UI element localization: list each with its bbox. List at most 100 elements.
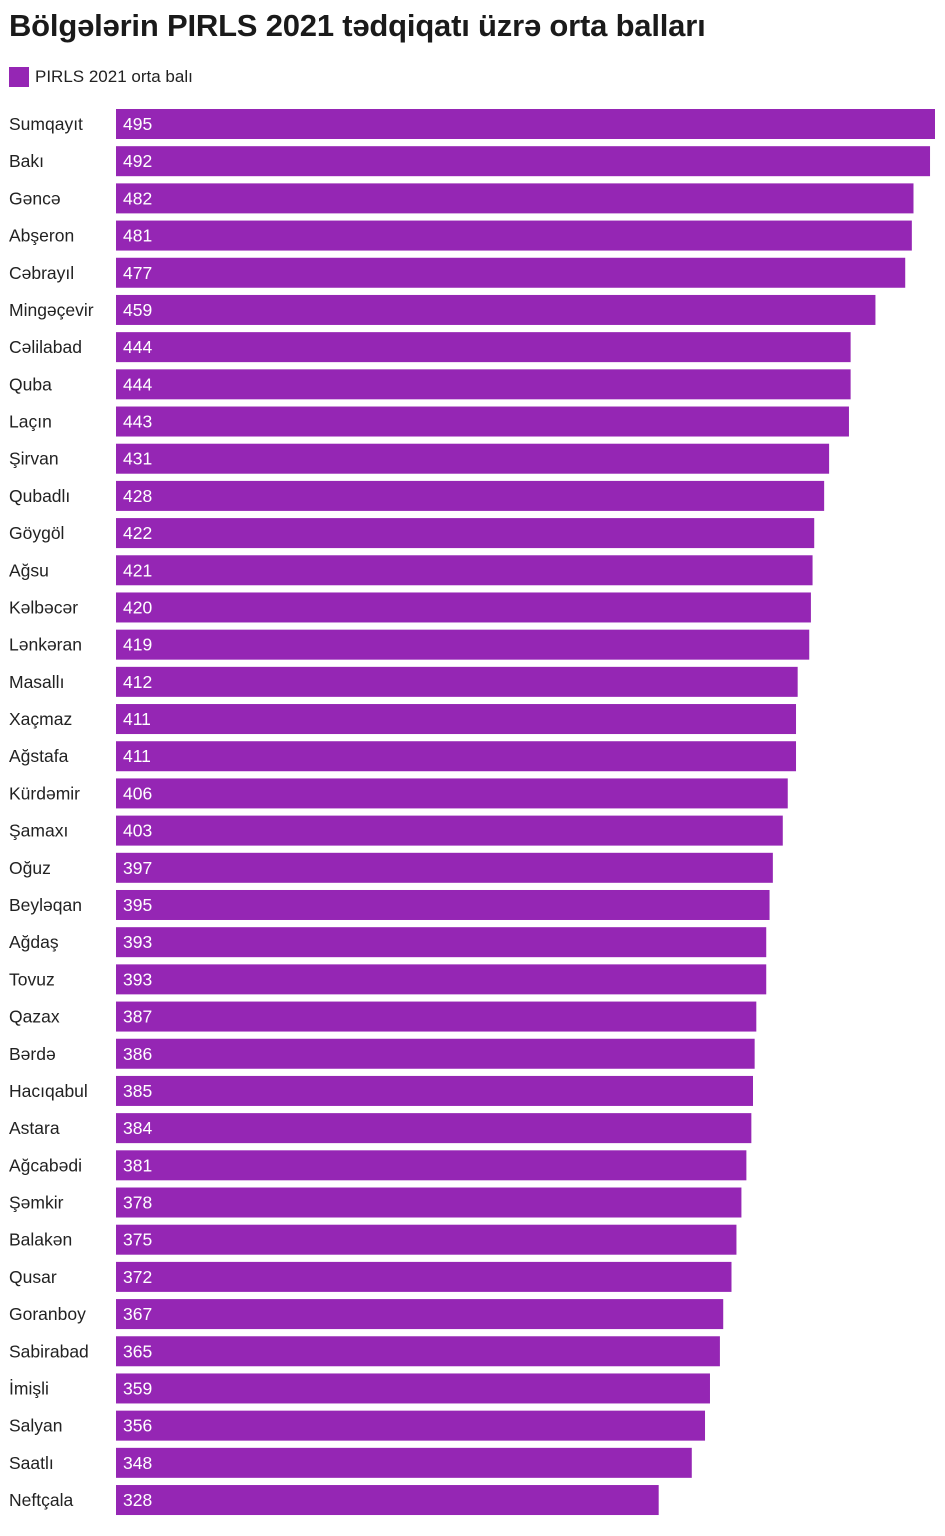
category-label: Şamaxı bbox=[9, 821, 68, 841]
value-label: 406 bbox=[123, 783, 152, 803]
category-label: Ağsu bbox=[9, 560, 49, 580]
bar bbox=[116, 146, 931, 177]
category-label: Xaçmaz bbox=[9, 709, 72, 729]
bar bbox=[116, 1261, 732, 1292]
category-label: Bakı bbox=[9, 151, 44, 171]
bar bbox=[116, 1447, 692, 1478]
value-label: 387 bbox=[123, 1007, 152, 1027]
category-label: Goranboy bbox=[9, 1304, 86, 1324]
value-label: 459 bbox=[123, 300, 152, 320]
bar bbox=[116, 109, 935, 139]
bar bbox=[116, 629, 810, 660]
legend: PIRLS 2021 orta balı bbox=[9, 65, 193, 89]
category-label: Abşeron bbox=[9, 226, 74, 246]
bar bbox=[116, 332, 851, 363]
bar bbox=[116, 555, 813, 586]
value-label: 393 bbox=[123, 969, 152, 989]
value-label: 444 bbox=[123, 374, 152, 394]
legend-swatch bbox=[9, 67, 29, 87]
value-label: 375 bbox=[123, 1230, 152, 1250]
value-label: 422 bbox=[123, 523, 152, 543]
category-label: Quba bbox=[9, 374, 52, 394]
category-label: Gəncə bbox=[9, 188, 61, 208]
category-label: Kürdəmir bbox=[9, 783, 80, 803]
category-label: Laçın bbox=[9, 412, 52, 432]
bar bbox=[116, 1075, 753, 1106]
bar bbox=[116, 1373, 710, 1404]
category-label: Göygöl bbox=[9, 523, 64, 543]
value-label: 393 bbox=[123, 932, 152, 952]
value-label: 328 bbox=[123, 1490, 152, 1510]
bar bbox=[116, 1336, 720, 1367]
bar bbox=[116, 1001, 757, 1032]
value-label: 381 bbox=[123, 1155, 152, 1175]
legend-label: PIRLS 2021 orta balı bbox=[35, 67, 193, 86]
value-label: 403 bbox=[123, 821, 152, 841]
category-label: Neftçala bbox=[9, 1490, 73, 1510]
value-label: 411 bbox=[123, 709, 151, 729]
category-label: Bərdə bbox=[9, 1044, 56, 1064]
value-label: 428 bbox=[123, 486, 152, 506]
value-label: 444 bbox=[123, 337, 152, 357]
category-label: İmişli bbox=[9, 1378, 49, 1398]
value-label: 477 bbox=[123, 263, 152, 283]
category-label: Hacıqabul bbox=[9, 1081, 88, 1101]
category-label: Sumqayıt bbox=[9, 114, 83, 134]
value-label: 495 bbox=[123, 114, 152, 134]
category-label: Oğuz bbox=[9, 858, 51, 878]
value-label: 384 bbox=[123, 1118, 152, 1138]
category-label: Cəbrayıl bbox=[9, 263, 74, 283]
bar bbox=[116, 964, 767, 995]
category-label: Ağstafa bbox=[9, 746, 69, 766]
category-label: Salyan bbox=[9, 1416, 63, 1436]
bar bbox=[116, 815, 783, 846]
bar bbox=[116, 1224, 737, 1255]
category-label: Saatlı bbox=[9, 1453, 54, 1473]
bar bbox=[116, 741, 797, 772]
value-label: 359 bbox=[123, 1378, 152, 1398]
bar bbox=[116, 666, 798, 697]
bar bbox=[116, 1299, 724, 1330]
value-label: 386 bbox=[123, 1044, 152, 1064]
category-label: Balakən bbox=[9, 1230, 72, 1250]
bar bbox=[116, 518, 815, 549]
category-label: Kəlbəcər bbox=[9, 597, 78, 617]
value-label: 385 bbox=[123, 1081, 152, 1101]
category-label: Beyləqan bbox=[9, 895, 82, 915]
bar bbox=[116, 406, 849, 437]
bar bbox=[116, 1410, 706, 1441]
category-label: Qusar bbox=[9, 1267, 57, 1287]
category-label: Sabirabad bbox=[9, 1341, 89, 1361]
bar bbox=[116, 1485, 659, 1516]
value-label: 431 bbox=[123, 449, 152, 469]
category-label: Ağcabədi bbox=[9, 1155, 82, 1175]
value-label: 421 bbox=[123, 560, 152, 580]
bar bbox=[116, 927, 767, 958]
value-label: 492 bbox=[123, 151, 152, 171]
bar bbox=[116, 257, 906, 288]
category-label: Masallı bbox=[9, 672, 64, 692]
bar bbox=[116, 704, 797, 735]
value-label: 411 bbox=[123, 746, 151, 766]
bar bbox=[116, 480, 825, 511]
category-label: Tovuz bbox=[9, 969, 55, 989]
value-label: 443 bbox=[123, 412, 152, 432]
value-label: 419 bbox=[123, 635, 152, 655]
bar bbox=[116, 1113, 752, 1144]
bar bbox=[116, 592, 811, 623]
value-label: 372 bbox=[123, 1267, 152, 1287]
value-label: 367 bbox=[123, 1304, 152, 1324]
category-label: Qazax bbox=[9, 1007, 60, 1027]
bar bbox=[116, 369, 851, 400]
category-label: Astara bbox=[9, 1118, 60, 1138]
value-label: 348 bbox=[123, 1453, 152, 1473]
category-label: Cəlilabad bbox=[9, 337, 82, 357]
value-label: 412 bbox=[123, 672, 152, 692]
chart-title: Bölgələrin PIRLS 2021 tədqiqatı üzrə ort… bbox=[9, 8, 706, 43]
category-label: Lənkəran bbox=[9, 635, 82, 655]
category-label: Şəmkir bbox=[9, 1193, 64, 1213]
category-label: Ağdaş bbox=[9, 932, 59, 952]
bar bbox=[116, 852, 773, 883]
bar bbox=[116, 183, 914, 214]
